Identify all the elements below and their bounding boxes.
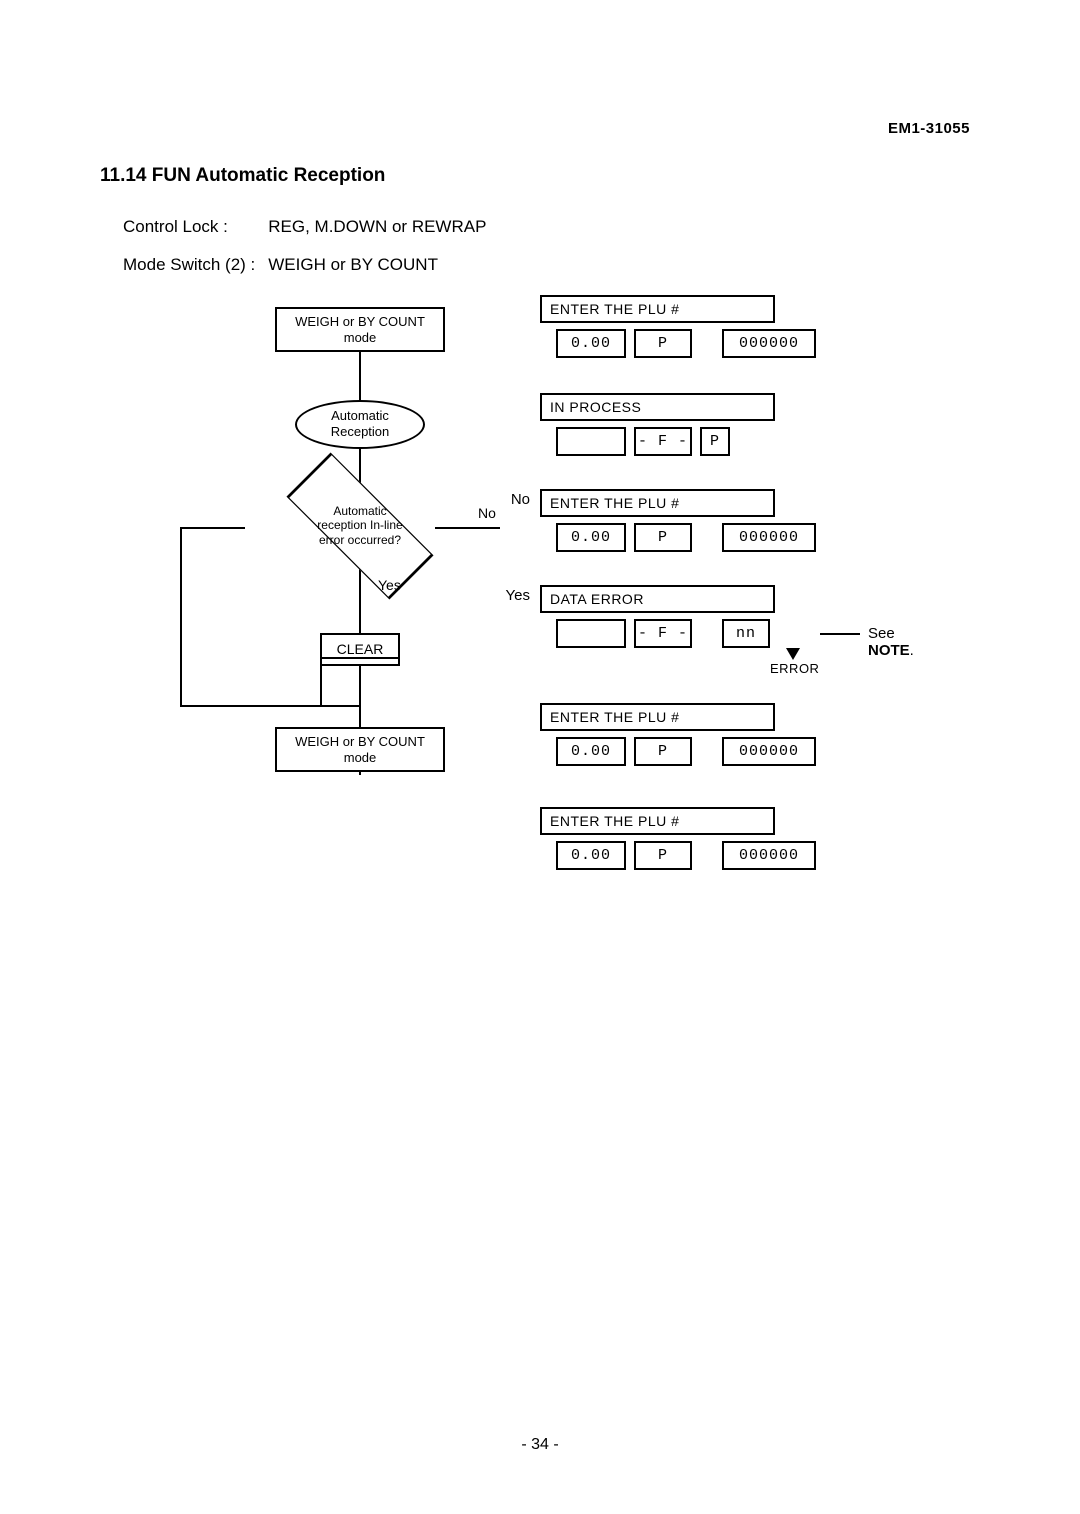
lcd-title: ENTER THE PLU # (540, 703, 775, 731)
display-panel: ENTER THE PLU # 0.00 P 000000 (540, 807, 860, 870)
lcd-cell (556, 427, 626, 456)
lcd-row: 0.00 P 000000 (556, 523, 860, 552)
flow-line (320, 657, 322, 707)
lcd-row: 0.00 P 000000 (556, 329, 860, 358)
flow-decision-diamond: Automaticreception In-lineerror occurred… (285, 492, 435, 562)
panel-side-label: No (494, 491, 530, 508)
flow-line (320, 657, 400, 659)
lcd-title: DATA ERROR (540, 585, 775, 613)
page-number: - 34 - (0, 1436, 1080, 1454)
lcd-title: IN PROCESS (540, 393, 775, 421)
lcd-cell: 0.00 (556, 523, 626, 552)
setting-value: WEIGH or BY COUNT (267, 247, 496, 283)
lcd-row: - F - nn (556, 619, 860, 648)
flow-line (435, 527, 500, 529)
flow-yes-label: Yes (378, 577, 401, 593)
display-panel: IN PROCESS - F - P (540, 393, 860, 456)
lcd-cell: 000000 (722, 737, 816, 766)
lcd-cell: P (700, 427, 730, 456)
lcd-cell: 0.00 (556, 841, 626, 870)
lcd-cell: 0.00 (556, 737, 626, 766)
flow-start-box: WEIGH or BY COUNTmode (275, 307, 445, 352)
setting-value: REG, M.DOWN or REWRAP (267, 209, 496, 245)
connector-line (820, 633, 860, 635)
lcd-title: ENTER THE PLU # (540, 807, 775, 835)
lcd-cell: 0.00 (556, 329, 626, 358)
see-note-label: See NOTE. (868, 625, 914, 659)
lcd-cell: 000000 (722, 841, 816, 870)
setting-label: Mode Switch (2) : (122, 247, 265, 283)
lcd-cell: 000000 (722, 523, 816, 552)
lcd-cell: - F - (634, 619, 692, 648)
lcd-title: ENTER THE PLU # (540, 295, 775, 323)
lcd-cell: P (634, 737, 692, 766)
section-title: 11.14 FUN Automatic Reception (100, 165, 990, 187)
flow-line (180, 705, 360, 707)
panel-side-label: Yes (494, 587, 530, 604)
document-id: EM1-31055 (888, 120, 970, 137)
flow-end-box: WEIGH or BY COUNTmode (275, 727, 445, 772)
flow-clear-box: CLEAR (320, 633, 400, 666)
display-panel: ENTER THE PLU # 0.00 P 000000 (540, 489, 860, 552)
lcd-title: ENTER THE PLU # (540, 489, 775, 517)
display-panel: DATA ERROR - F - nn (540, 585, 860, 648)
lcd-cell: P (634, 841, 692, 870)
display-panel: ENTER THE PLU # 0.00 P 000000 (540, 295, 860, 358)
lcd-cell: - F - (634, 427, 692, 456)
flow-line (180, 527, 245, 529)
settings-block: Control Lock : REG, M.DOWN or REWRAP Mod… (120, 207, 990, 285)
lcd-cell: nn (722, 619, 770, 648)
flow-process-oval: AutomaticReception (295, 400, 425, 449)
lcd-cell: P (634, 523, 692, 552)
setting-label: Control Lock : (122, 209, 265, 245)
lcd-row: 0.00 P 000000 (556, 841, 860, 870)
diagram-area: WEIGH or BY COUNTmode AutomaticReception… (100, 295, 990, 895)
lcd-cell: 000000 (722, 329, 816, 358)
lcd-cell: P (634, 329, 692, 358)
display-panel: ENTER THE PLU # 0.00 P 000000 (540, 703, 860, 766)
lcd-row: 0.00 P 000000 (556, 737, 860, 766)
flow-decision-label: Automaticreception In-lineerror occurred… (285, 504, 435, 547)
lcd-cell (556, 619, 626, 648)
flow-line (180, 527, 182, 707)
error-label: ERROR (770, 661, 819, 676)
lcd-row: - F -P (556, 427, 860, 456)
